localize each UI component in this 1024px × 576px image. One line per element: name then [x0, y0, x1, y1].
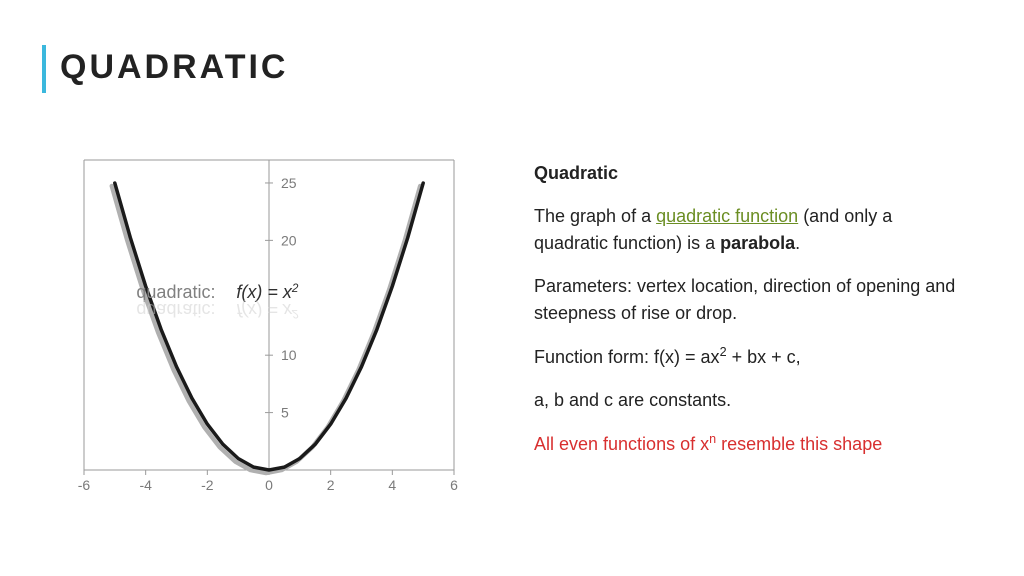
- paragraph-4: a, b and c are constants.: [534, 387, 964, 414]
- p5-text-b: resemble this shape: [716, 434, 882, 454]
- paragraph-1: The graph of a quadratic function (and o…: [534, 203, 964, 257]
- paragraph-2: Parameters: vertex location, direction o…: [534, 273, 964, 327]
- slide-title: QUADRATIC: [60, 48, 288, 87]
- p1-bold: parabola: [720, 233, 795, 253]
- p3-text-a: Function form: f(x) = ax: [534, 347, 720, 367]
- p3-text-b: + bx + c,: [727, 347, 801, 367]
- subheading: Quadratic: [534, 160, 964, 187]
- p1-text-a: The graph of a: [534, 206, 656, 226]
- svg-text:quadratic:: quadratic:: [136, 300, 215, 320]
- svg-text:-2: -2: [201, 477, 214, 493]
- svg-text:2: 2: [327, 477, 335, 493]
- p1-text-c: .: [795, 233, 800, 253]
- svg-text:20: 20: [281, 232, 297, 248]
- svg-text:6: 6: [450, 477, 458, 493]
- link-quadratic-function[interactable]: quadratic function: [656, 206, 798, 226]
- svg-text:4: 4: [388, 477, 396, 493]
- p3-sup: 2: [720, 345, 727, 359]
- svg-text:0: 0: [265, 477, 273, 493]
- svg-text:f(x) = x2: f(x) = x2: [236, 300, 299, 321]
- content-row: -6 -4 -2 0 2 4 6 5 10 20 25 quadratic: f(x) = x2 quad…: [44, 150, 964, 510]
- svg-text:25: 25: [281, 175, 297, 191]
- chart-container: -6 -4 -2 0 2 4 6 5 10 20 25 quadratic: f(x) = x2 quad…: [44, 150, 474, 510]
- svg-text:-6: -6: [78, 477, 91, 493]
- accent-bar: [42, 45, 46, 93]
- p5-text-a: All even functions of x: [534, 434, 709, 454]
- svg-text:5: 5: [281, 405, 289, 421]
- paragraph-3: Function form: f(x) = ax2 + bx + c,: [534, 343, 964, 371]
- svg-text:f(x) = x2: f(x) = x2: [236, 281, 299, 302]
- parabola-chart: -6 -4 -2 0 2 4 6 5 10 20 25 quadratic: f(x) = x2 quad…: [44, 150, 474, 510]
- svg-text:10: 10: [281, 347, 297, 363]
- svg-text:-4: -4: [139, 477, 152, 493]
- paragraph-5: All even functions of xn resemble this s…: [534, 430, 964, 458]
- text-column: Quadratic The graph of a quadratic funct…: [534, 150, 964, 510]
- svg-text:quadratic:: quadratic:: [136, 282, 215, 302]
